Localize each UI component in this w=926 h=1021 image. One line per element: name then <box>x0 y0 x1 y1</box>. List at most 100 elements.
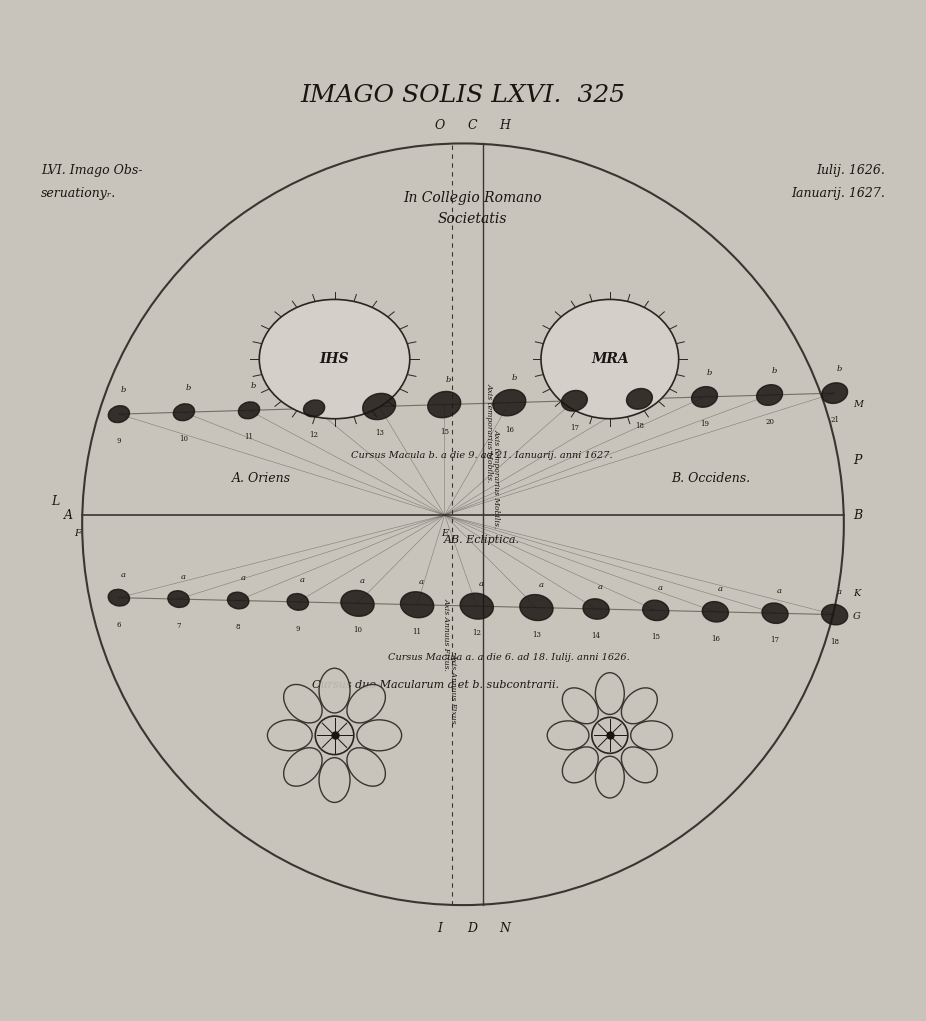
Ellipse shape <box>173 403 194 421</box>
Text: Cursus duo Macularum a et b. subcontrarii.: Cursus duo Macularum a et b. subcontrari… <box>312 680 559 690</box>
Ellipse shape <box>595 673 624 715</box>
Text: 8: 8 <box>236 624 241 631</box>
Text: MRA: MRA <box>591 352 629 367</box>
Text: Axis Annuus Fixus.: Axis Annuus Fixus. <box>449 653 457 726</box>
Text: 16: 16 <box>711 635 720 643</box>
Ellipse shape <box>341 590 374 617</box>
Ellipse shape <box>287 593 308 611</box>
Text: 21: 21 <box>830 416 839 424</box>
Text: F: F <box>74 529 81 538</box>
Text: Axis temporarius Mobilis.: Axis temporarius Mobilis. <box>486 383 494 482</box>
Ellipse shape <box>238 402 259 419</box>
Text: a: a <box>240 574 245 582</box>
Text: K: K <box>853 588 860 597</box>
Ellipse shape <box>583 598 609 619</box>
Text: H: H <box>499 119 509 133</box>
Text: b: b <box>576 373 582 381</box>
Ellipse shape <box>621 747 657 783</box>
Text: a: a <box>359 577 365 585</box>
Text: 14: 14 <box>592 632 601 640</box>
Text: b: b <box>382 379 386 386</box>
Text: b: b <box>251 382 257 390</box>
Text: 10: 10 <box>353 626 362 634</box>
Ellipse shape <box>621 688 657 724</box>
Ellipse shape <box>643 600 669 621</box>
Text: b: b <box>120 386 126 394</box>
Text: 9: 9 <box>117 437 121 445</box>
Text: a: a <box>479 580 484 588</box>
Ellipse shape <box>304 400 325 417</box>
Ellipse shape <box>562 747 598 783</box>
Text: 6: 6 <box>117 621 121 629</box>
Ellipse shape <box>821 604 847 625</box>
Text: 13: 13 <box>375 430 383 437</box>
Text: 7: 7 <box>176 622 181 630</box>
Text: seruationyᵣ.: seruationyᵣ. <box>41 188 116 200</box>
Text: 11: 11 <box>413 628 421 636</box>
Text: 12: 12 <box>472 629 482 637</box>
Ellipse shape <box>702 601 729 622</box>
Text: P: P <box>853 453 861 467</box>
Text: L: L <box>51 495 59 507</box>
Text: 19: 19 <box>700 420 709 428</box>
Ellipse shape <box>319 758 350 803</box>
Text: 13: 13 <box>532 631 541 638</box>
Ellipse shape <box>821 383 847 403</box>
Text: 15: 15 <box>440 428 449 436</box>
Ellipse shape <box>347 684 385 723</box>
Text: a: a <box>300 576 305 584</box>
Text: a: a <box>419 578 424 586</box>
Text: 9: 9 <box>295 625 300 633</box>
Text: b: b <box>642 371 646 379</box>
Text: A: A <box>64 508 73 522</box>
Text: A. Oriens: A. Oriens <box>232 472 291 485</box>
Text: a: a <box>718 585 722 593</box>
Text: IHS: IHS <box>319 352 349 367</box>
Text: b: b <box>771 367 777 375</box>
Text: G: G <box>853 612 861 621</box>
Ellipse shape <box>547 721 589 749</box>
Text: Iulij. 1626.: Iulij. 1626. <box>816 164 885 178</box>
Text: 18: 18 <box>635 422 644 430</box>
Text: a: a <box>777 587 782 595</box>
Ellipse shape <box>319 668 350 713</box>
Text: a: a <box>121 572 126 579</box>
Text: I: I <box>438 922 443 934</box>
Ellipse shape <box>108 405 130 423</box>
Text: E: E <box>441 529 448 538</box>
Text: b: b <box>186 384 192 392</box>
Ellipse shape <box>562 688 598 724</box>
Ellipse shape <box>627 389 653 409</box>
Text: N: N <box>499 922 510 934</box>
Text: In Collegio Romano: In Collegio Romano <box>403 192 542 205</box>
Text: 18: 18 <box>830 637 839 645</box>
Ellipse shape <box>347 747 385 786</box>
Ellipse shape <box>283 747 322 786</box>
Text: LVI. Imago Obs-: LVI. Imago Obs- <box>41 164 143 178</box>
Ellipse shape <box>631 721 672 749</box>
Text: 20: 20 <box>765 418 774 426</box>
Text: b: b <box>446 377 452 384</box>
Ellipse shape <box>168 591 189 607</box>
Text: b: b <box>316 380 321 388</box>
Ellipse shape <box>401 592 433 618</box>
Ellipse shape <box>541 299 679 419</box>
Circle shape <box>592 718 628 753</box>
Ellipse shape <box>595 757 624 798</box>
Text: O: O <box>435 119 445 133</box>
Ellipse shape <box>519 594 553 621</box>
Text: M: M <box>853 400 863 409</box>
Ellipse shape <box>561 390 587 411</box>
Text: 15: 15 <box>651 633 660 641</box>
Text: b: b <box>707 369 712 377</box>
Text: B: B <box>853 508 862 522</box>
Ellipse shape <box>259 299 410 419</box>
Ellipse shape <box>692 387 718 407</box>
Text: Cursus Macula b. a die 9. ad 21. Ianuarij. anni 1627.: Cursus Macula b. a die 9. ad 21. Ianuari… <box>351 451 612 459</box>
Text: a: a <box>181 573 185 581</box>
Text: 16: 16 <box>505 426 514 434</box>
Ellipse shape <box>493 390 526 416</box>
Text: IMAGO SOLIS LXVI.  325: IMAGO SOLIS LXVI. 325 <box>300 84 626 107</box>
Ellipse shape <box>363 393 395 420</box>
Ellipse shape <box>762 603 788 624</box>
